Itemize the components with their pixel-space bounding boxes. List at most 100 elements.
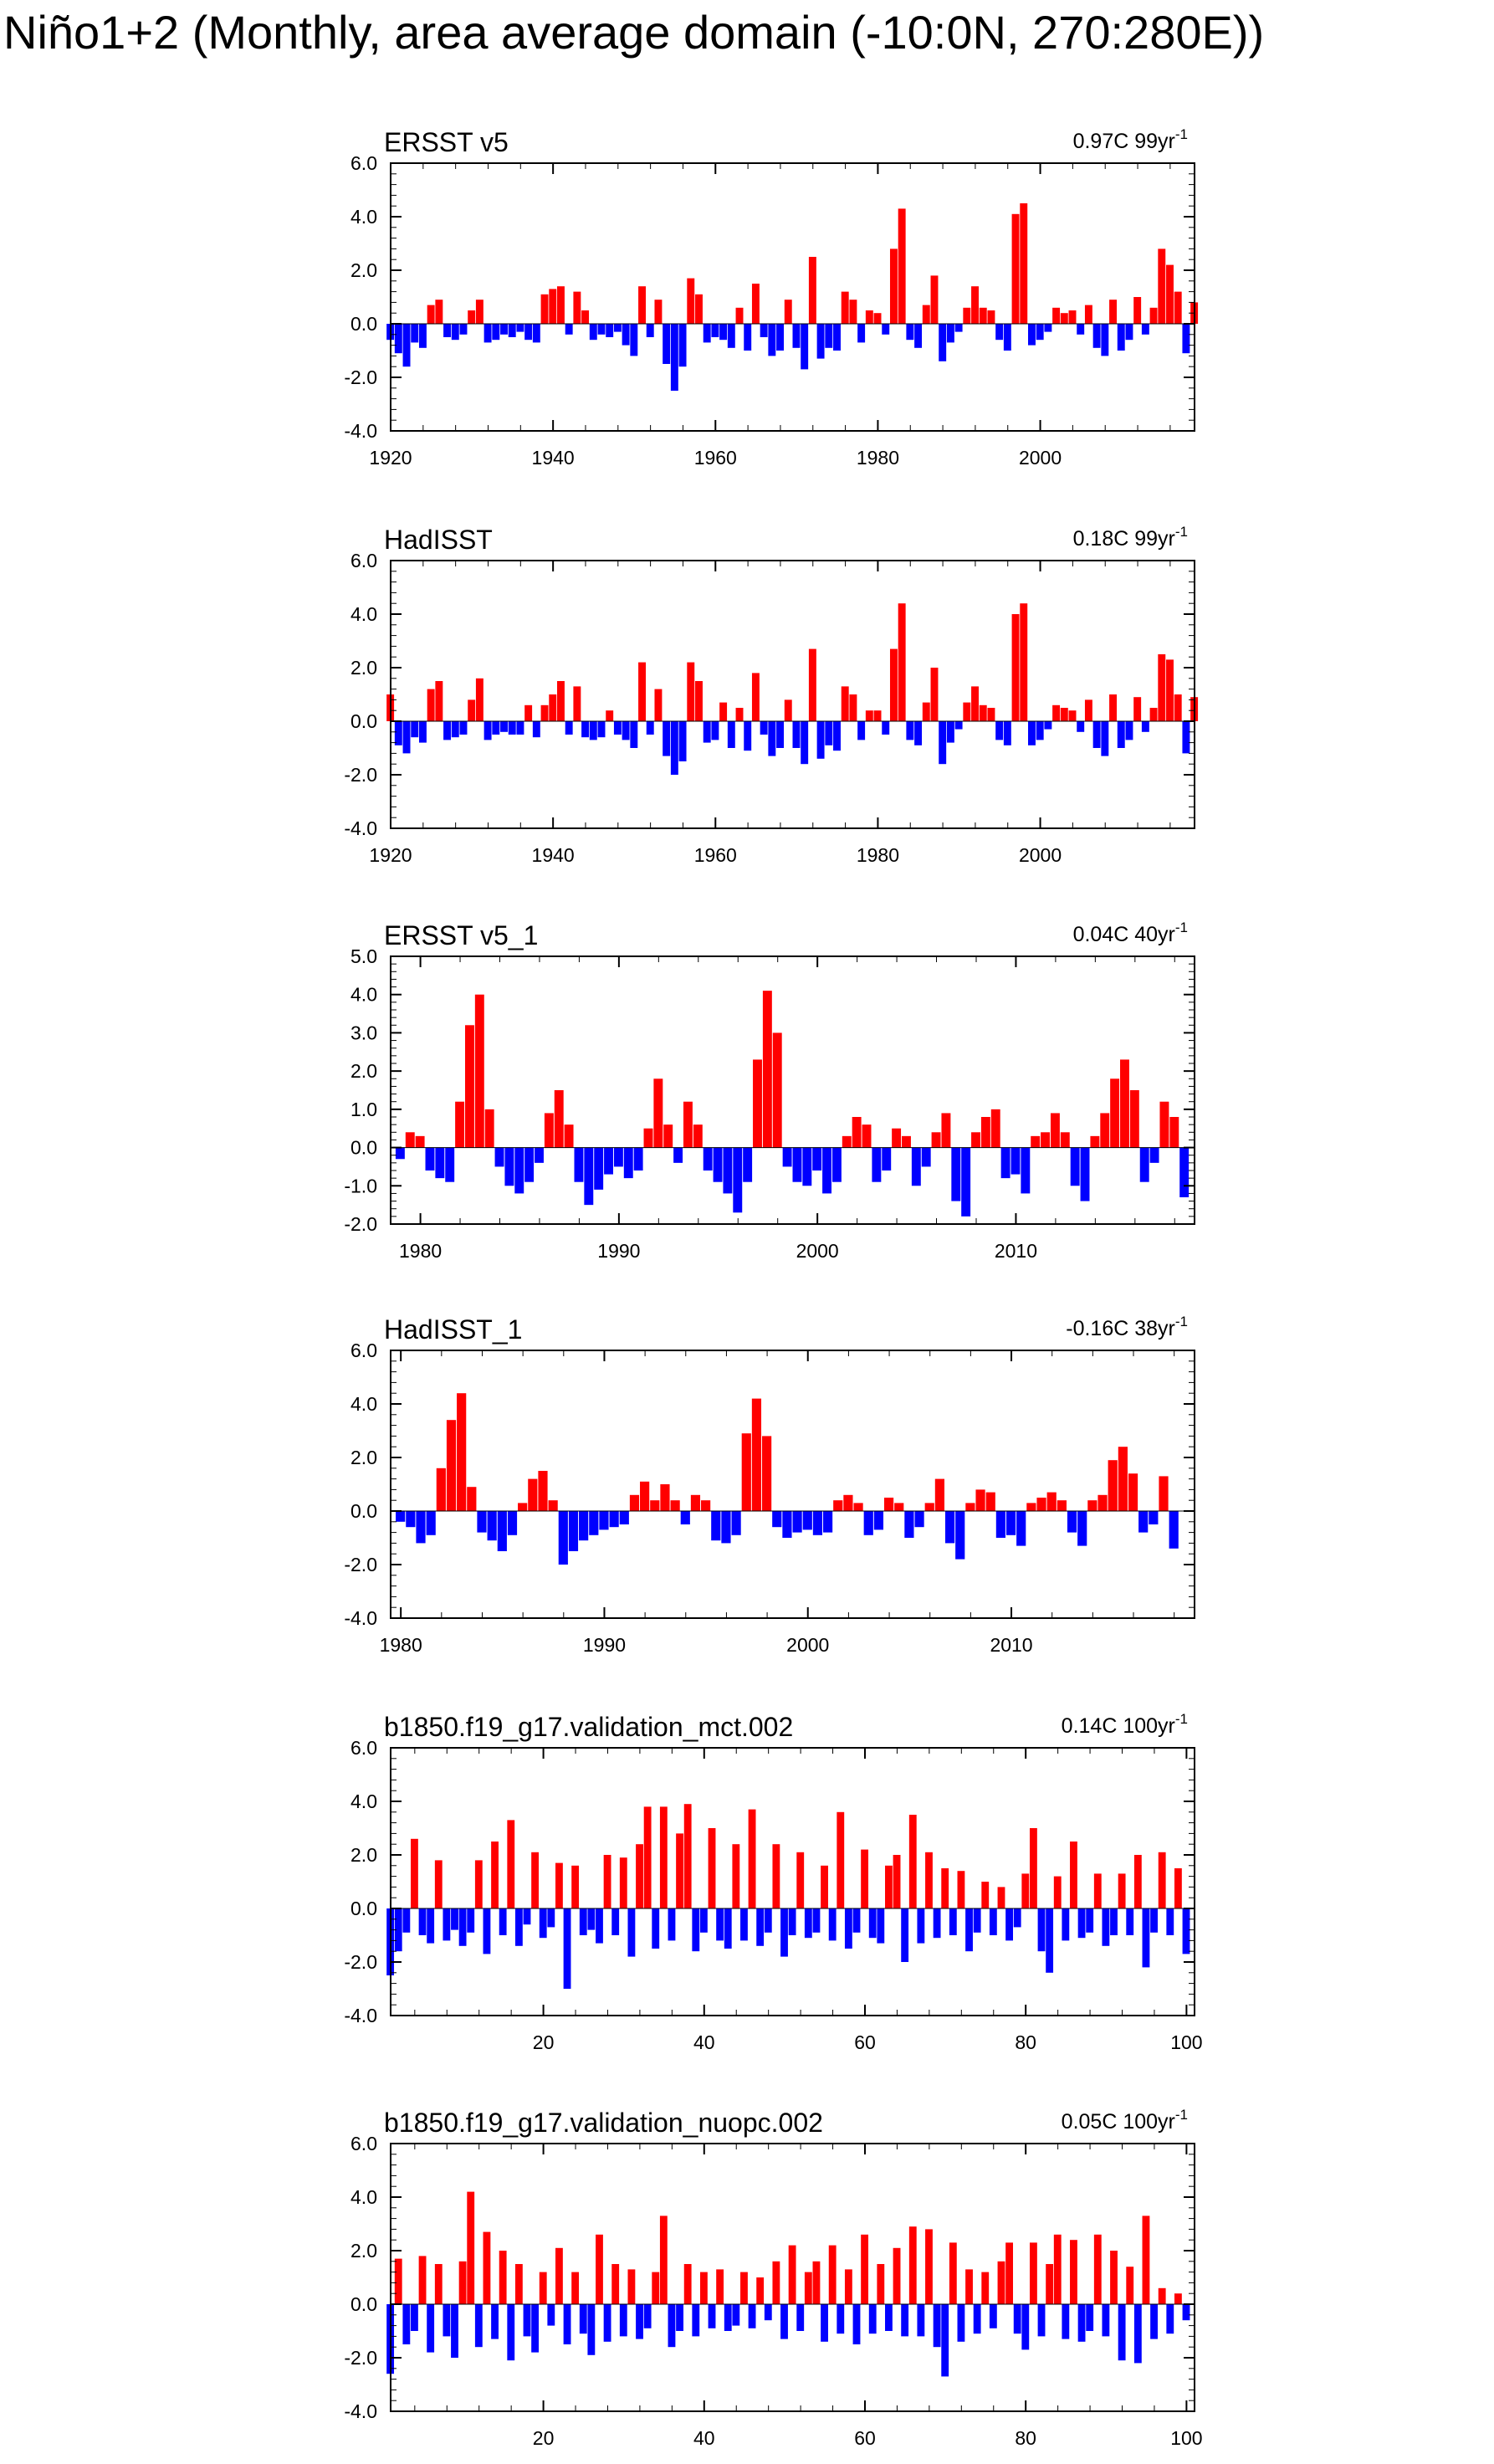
- negative-bar: [857, 721, 866, 740]
- negative-bar: [904, 1511, 914, 1538]
- negative-bar: [780, 1908, 788, 1957]
- negative-bar: [1086, 1908, 1094, 1933]
- negative-bar: [973, 1908, 981, 1933]
- negative-bar: [604, 1147, 613, 1175]
- negative-bar: [487, 1511, 497, 1541]
- negative-bar: [563, 1908, 571, 1989]
- negative-bar: [1044, 721, 1052, 730]
- panel-trend-label: 0.18C 99yr-1: [1073, 524, 1188, 551]
- positive-bar: [1129, 1090, 1139, 1148]
- negative-bar: [721, 1511, 731, 1544]
- negative-bar: [1036, 324, 1044, 341]
- positive-bar: [474, 994, 484, 1148]
- positive-bar: [1060, 1132, 1070, 1148]
- positive-bar: [427, 305, 435, 324]
- positive-bar: [934, 1478, 944, 1511]
- negative-bar: [1092, 721, 1101, 748]
- negative-bar: [579, 2304, 587, 2334]
- positive-bar: [701, 1500, 711, 1511]
- negative-bar: [579, 1511, 589, 1541]
- positive-bar: [457, 1393, 467, 1511]
- x-tick-label: 1990: [597, 1240, 640, 1262]
- positive-bar: [971, 286, 979, 324]
- positive-bar: [808, 648, 816, 721]
- positive-bar: [971, 1132, 980, 1148]
- positive-bar: [1052, 307, 1061, 324]
- negative-bar: [844, 1908, 852, 1949]
- positive-bar: [1021, 1873, 1030, 1908]
- negative-bar: [597, 721, 606, 738]
- negative-bar: [949, 1908, 957, 1935]
- positive-bar: [1118, 1447, 1128, 1511]
- positive-bar: [949, 2242, 957, 2304]
- y-tick-label: 2.0: [350, 1844, 377, 1866]
- positive-bar: [1070, 2240, 1077, 2304]
- positive-bar: [695, 681, 703, 721]
- positive-bar: [893, 1855, 901, 1908]
- panels: ERSST v5 0.97C 99yr-1 6.0 4.0 2.0 0.0 -2.0 -4.0…: [344, 126, 1202, 2449]
- positive-bar: [1068, 710, 1077, 721]
- y-tick-label: 6.0: [350, 2133, 377, 2154]
- x-tick-label: 60: [854, 2427, 876, 2449]
- x-tick-label: 80: [1015, 2427, 1036, 2449]
- positive-bar: [1093, 2234, 1102, 2304]
- negative-bar: [901, 2304, 909, 2337]
- positive-bar: [638, 662, 646, 721]
- positive-bar: [1046, 1492, 1057, 1511]
- positive-bar: [987, 708, 995, 721]
- negative-bar: [584, 1147, 594, 1206]
- positive-bar: [719, 702, 728, 721]
- negative-bar: [451, 1908, 458, 1930]
- negative-bar: [1141, 721, 1149, 732]
- y-tick-label: 6.0: [350, 152, 377, 174]
- positive-bar: [861, 1849, 869, 1908]
- positive-bar: [1011, 614, 1020, 721]
- positive-bar: [619, 1857, 627, 1908]
- positive-bar: [434, 1860, 443, 1908]
- x-tick-label: 1990: [583, 1634, 626, 1656]
- negative-bar: [663, 324, 671, 364]
- positive-bar: [784, 699, 792, 721]
- negative-bar: [1149, 1511, 1159, 1524]
- negative-bar: [402, 1908, 411, 1933]
- positive-bar: [1036, 1498, 1046, 1511]
- positive-bar: [902, 1135, 911, 1148]
- negative-bar: [995, 1511, 1005, 1538]
- positive-bar: [1149, 708, 1158, 721]
- negative-bar: [914, 324, 923, 348]
- negative-bar: [425, 1147, 435, 1171]
- negative-bar: [914, 1511, 924, 1528]
- positive-bar: [573, 291, 581, 324]
- negative-bar: [411, 324, 419, 343]
- positive-bar: [1159, 1476, 1169, 1511]
- positive-bar: [957, 1871, 965, 1908]
- negative-bar: [825, 324, 833, 348]
- y-tick-label: 4.0: [350, 984, 377, 1006]
- positive-bar: [828, 2245, 837, 2304]
- x-tick-label: 2000: [786, 1634, 829, 1656]
- negative-bar: [1028, 324, 1036, 346]
- negative-bar: [792, 324, 801, 348]
- negative-bar: [1166, 1908, 1174, 1935]
- y-tick-label: -2.0: [344, 1951, 377, 1973]
- positive-bar: [467, 2191, 475, 2304]
- positive-bar: [464, 1025, 474, 1148]
- panel-trend-label: 0.04C 40yr-1: [1073, 920, 1188, 946]
- negative-bar: [744, 324, 752, 351]
- negative-bar: [1021, 2304, 1030, 2350]
- negative-bar: [643, 2304, 652, 2328]
- negative-bar: [868, 2304, 877, 2334]
- negative-bar: [1013, 2304, 1021, 2334]
- plot-frame: [390, 955, 1195, 1225]
- negative-bar: [523, 2304, 531, 2337]
- positive-bar: [687, 662, 695, 721]
- positive-bar: [528, 1478, 538, 1511]
- negative-bar: [995, 324, 1004, 341]
- plot-frame: [390, 560, 1195, 829]
- y-tick-label: -2.0: [344, 2347, 377, 2369]
- negative-bar: [703, 324, 711, 343]
- positive-bar: [852, 1117, 862, 1148]
- negative-bar: [1080, 1147, 1090, 1201]
- negative-bar: [816, 721, 825, 759]
- negative-bar: [1102, 2304, 1110, 2337]
